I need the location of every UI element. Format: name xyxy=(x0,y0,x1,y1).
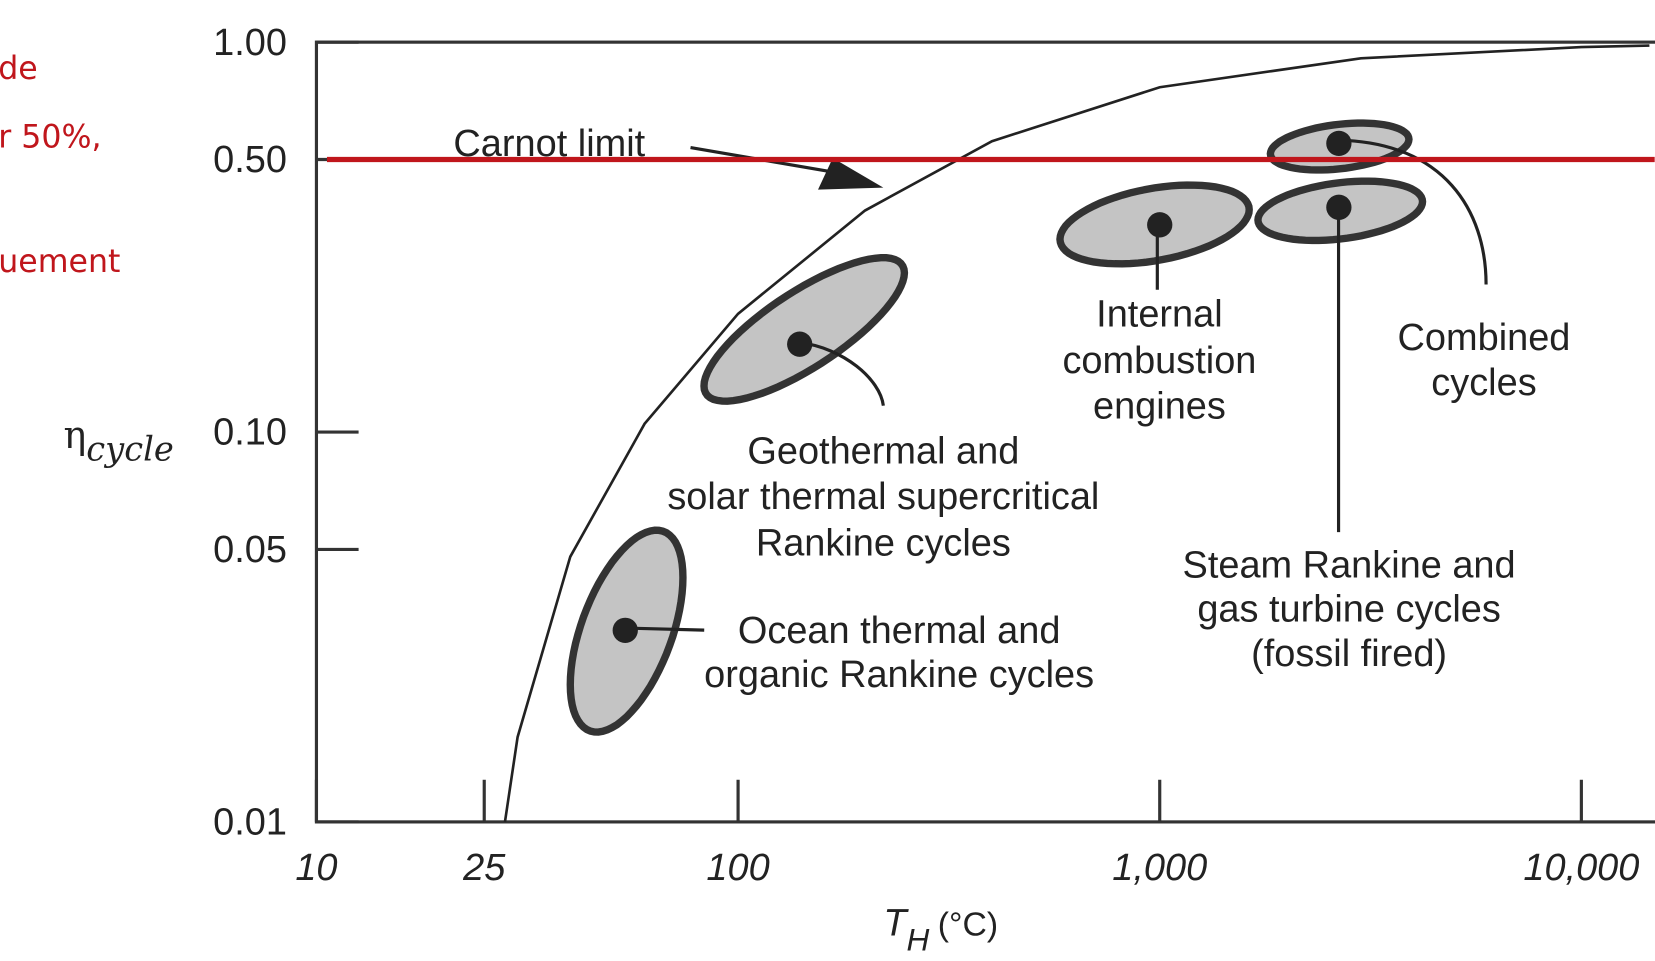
y-tick-label: 0.50 xyxy=(213,139,287,181)
region-label: engines xyxy=(1093,385,1226,427)
region-label: organic Rankine cycles xyxy=(704,654,1094,696)
region-label: Steam Rankine and xyxy=(1183,544,1516,586)
region-center xyxy=(1326,194,1352,220)
region-label: combustion xyxy=(1062,340,1256,382)
region-label: Geothermal and xyxy=(747,431,1019,473)
x-tick-label: 1,000 xyxy=(1112,847,1207,889)
region-label: Ocean thermal and xyxy=(738,610,1061,652)
leader-line xyxy=(1338,138,1488,285)
region-center xyxy=(612,617,638,643)
y-tick-label: 1.00 xyxy=(213,22,287,64)
x-tick-label: 10 xyxy=(295,847,337,889)
y-tick-label: 0.10 xyxy=(213,412,287,454)
x-tick-label: 25 xyxy=(462,847,506,889)
y-axis-label: ηcycle xyxy=(64,413,174,469)
region-label: Internal xyxy=(1096,294,1223,336)
region-ellipse xyxy=(700,254,909,405)
region-label: (fossil fired) xyxy=(1251,633,1447,675)
x-axis-subscript: H xyxy=(907,921,930,957)
x-tick-label: 10,000 xyxy=(1523,847,1639,889)
x-axis-unit: (°C) xyxy=(938,906,998,944)
region-center xyxy=(1147,212,1173,238)
arrow-head xyxy=(818,158,884,190)
carnot-curve xyxy=(503,44,1650,823)
x-tick-label: 100 xyxy=(706,847,769,889)
region-label: gas turbine cycles xyxy=(1197,589,1501,631)
region-center xyxy=(787,331,813,357)
region-label: solar thermal supercritical xyxy=(667,476,1099,518)
y-axis-subscript: cycle xyxy=(86,429,174,468)
region-center xyxy=(1326,130,1352,157)
region-label: Rankine cycles xyxy=(756,522,1011,564)
region-label: Combined xyxy=(1398,317,1571,359)
region-label: cycles xyxy=(1431,362,1536,404)
side-note: r 50%, xyxy=(0,120,102,156)
x-axis-label: TH (°C) xyxy=(883,903,998,958)
y-axis-symbol: η xyxy=(64,413,87,457)
x-axis-symbol: T xyxy=(883,903,909,945)
y-tick-label: 0.01 xyxy=(213,802,287,844)
side-note: de xyxy=(0,51,38,87)
side-note: uement xyxy=(0,244,120,280)
y-tick-label: 0.05 xyxy=(213,529,287,571)
leader-line xyxy=(798,340,885,406)
